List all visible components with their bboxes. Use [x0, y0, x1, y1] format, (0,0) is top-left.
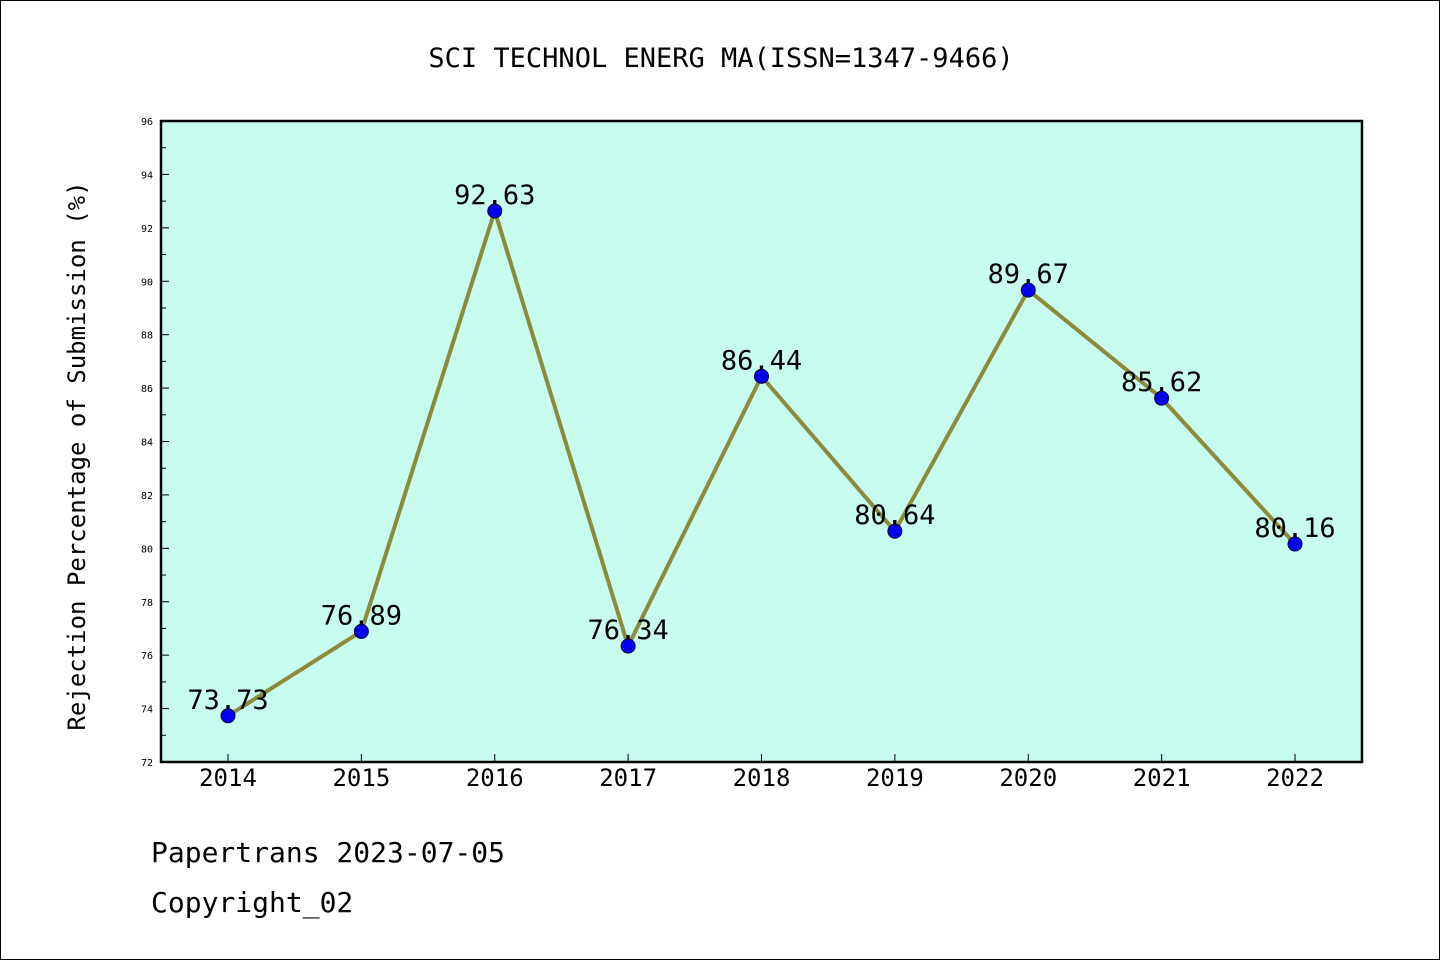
data-point-label: 76.89: [321, 600, 402, 631]
data-point-label: 73.73: [187, 685, 268, 716]
x-tick-label: 2016: [466, 764, 524, 792]
data-point-label: 76.34: [587, 615, 668, 646]
x-tick-label: 2020: [999, 764, 1057, 792]
data-point-marker: [1020, 282, 1036, 298]
y-tick-label: 76: [141, 651, 153, 662]
data-point-marker: [487, 203, 503, 219]
x-tick-label: 2021: [1133, 764, 1191, 792]
y-axis-label: Rejection Percentage of Submission (%): [63, 181, 91, 730]
data-point-marker: [620, 638, 636, 654]
data-point-label: 86.44: [721, 345, 802, 376]
y-tick-label: 86: [141, 384, 153, 395]
y-tick-label: 94: [141, 170, 153, 181]
footer-copyright-text: Copyright_02: [151, 886, 354, 919]
chart-title: SCI TECHNOL ENERG MA(ISSN=1347-9466): [428, 43, 1013, 74]
x-tick-label: 2014: [199, 764, 257, 792]
footer-date-text: Papertrans 2023-07-05: [151, 836, 506, 869]
y-tick-label: 78: [141, 598, 153, 609]
data-point-label: 92.63: [454, 180, 535, 211]
y-tick-label: 88: [141, 331, 153, 342]
data-label-layer: 73.73 76.89 92.63 76.34 86.44 80.64 89.67 85.62…: [187, 180, 1335, 716]
data-point-marker: [353, 623, 369, 639]
y-tick-label: 80: [141, 544, 153, 555]
y-tick-label: 72: [141, 758, 153, 769]
plot-area: [159, 119, 1364, 764]
x-tick-label: 2018: [733, 764, 791, 792]
x-tick-label: 2022: [1266, 764, 1324, 792]
data-point-marker: [754, 368, 769, 384]
data-point-marker: [887, 523, 903, 539]
data-point-label: 89.67: [988, 259, 1069, 290]
y-tick-label: 74: [141, 705, 153, 716]
x-axis-ticks: 2014 2015 2016 2017 2018 2019 2020 2021 2022: [199, 754, 1324, 792]
y-axis-ticks: 72 74 76 78 80 82 84 86 88 90 92 94 96: [141, 117, 169, 769]
y-tick-label: 92: [141, 224, 153, 235]
x-tick-label: 2015: [332, 764, 390, 792]
x-tick-label: 2019: [866, 764, 924, 792]
data-point-label: 80.64: [854, 500, 935, 531]
data-point-marker: [1287, 536, 1303, 552]
y-tick-label: 90: [141, 277, 153, 288]
y-tick-label: 84: [141, 438, 153, 449]
data-point-marker: [1154, 390, 1170, 406]
data-point-marker: [220, 708, 236, 724]
y-tick-label: 82: [141, 491, 153, 502]
data-point-label: 85.62: [1121, 367, 1202, 398]
data-point-label: 80.16: [1254, 513, 1335, 544]
series-layer: [220, 203, 1303, 724]
y-tick-label: 96: [141, 117, 153, 128]
x-tick-label: 2017: [599, 764, 657, 792]
